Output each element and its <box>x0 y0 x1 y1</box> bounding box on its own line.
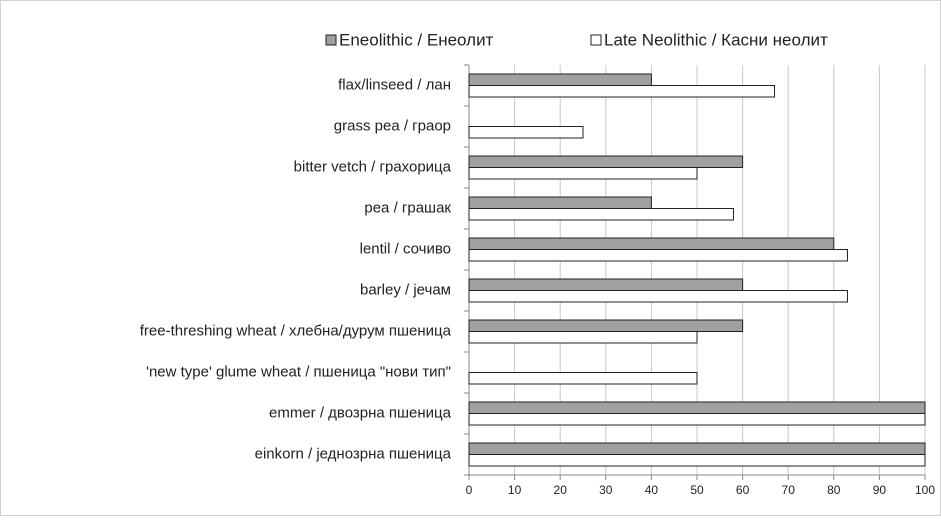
y-tick-label: flax/linseed / лан <box>338 76 451 93</box>
bar <box>468 155 744 168</box>
legend-label: Eneolithic / Енеолит <box>339 30 494 49</box>
bar <box>468 372 698 385</box>
x-tick-label: 30 <box>599 483 613 497</box>
bar <box>468 331 698 344</box>
bar <box>468 413 926 426</box>
x-tick-label: 100 <box>915 483 935 497</box>
x-tick-label: 0 <box>466 483 473 497</box>
bar <box>468 73 652 86</box>
legend-swatch <box>590 34 602 46</box>
bar <box>468 85 776 98</box>
y-tick-label: emmer / двозрна пшеница <box>269 404 452 421</box>
bar <box>468 196 652 209</box>
x-tick-label: 90 <box>873 483 887 497</box>
y-tick-label: grass pea / граор <box>334 117 451 134</box>
y-tick-label: barley / јечам <box>360 281 451 298</box>
y-tick-label: 'new type' glume wheat / пшеница "нови т… <box>146 363 451 380</box>
bar <box>468 278 744 291</box>
y-tick-label: pea / грашак <box>364 199 451 216</box>
legend-label: Late Neolithic / Касни неолит <box>604 30 828 49</box>
bar <box>468 319 744 332</box>
x-tick-label: 50 <box>690 483 704 497</box>
bar <box>468 208 734 221</box>
y-tick-label: einkorn / једнозрна пшеница <box>255 445 452 462</box>
x-tick-label: 40 <box>645 483 659 497</box>
x-tick-label: 20 <box>554 483 568 497</box>
bar <box>468 442 926 455</box>
x-tick-label: 10 <box>508 483 522 497</box>
y-tick-label: bitter vetch / грахорица <box>294 158 452 175</box>
y-tick-label: lentil / сочиво <box>360 240 451 257</box>
bar <box>468 290 848 303</box>
legend-swatch <box>325 34 337 46</box>
bar <box>468 126 584 139</box>
y-tick-label: free-threshing wheat / хлебна/дурум пшен… <box>140 322 452 339</box>
x-tick-label: 60 <box>736 483 750 497</box>
bar <box>468 401 926 414</box>
bar <box>468 237 835 250</box>
x-tick-label: 70 <box>782 483 796 497</box>
x-tick-label: 80 <box>827 483 841 497</box>
bar <box>468 454 926 467</box>
bar <box>468 249 848 262</box>
bar <box>468 167 698 180</box>
